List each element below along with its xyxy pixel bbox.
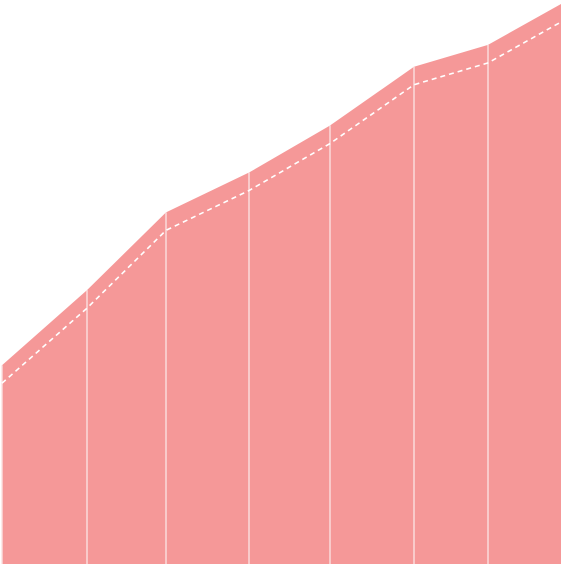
vertical-gridlines bbox=[1, 44, 489, 564]
area-layer bbox=[2, 4, 561, 564]
trend-line-layer bbox=[1, 21, 561, 384]
dashed-trend-line bbox=[1, 21, 561, 384]
area-series-fill bbox=[2, 4, 561, 564]
